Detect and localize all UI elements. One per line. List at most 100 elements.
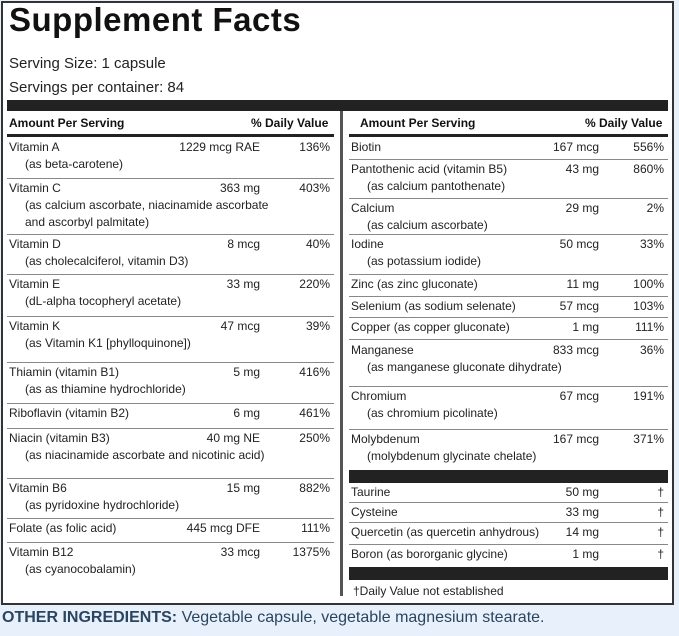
nutrient-amount: 1 mg	[572, 320, 599, 334]
row-separator	[349, 522, 668, 523]
nutrient-source: (as cholecalciferol, vitamin D3)	[25, 254, 189, 268]
nutrient-daily-value: 250%	[299, 431, 330, 445]
nutrient-source: (as calcium pantothenate)	[367, 179, 506, 193]
supplement-facts-panel: Supplement Facts Serving Size: 1 capsule…	[1, 1, 674, 605]
row-separator	[349, 386, 668, 387]
nutrient-source: (as beta-carotene)	[25, 157, 124, 171]
nutrient-name: Pantothenic acid (vitamin B5)	[351, 162, 508, 176]
nutrient-amount: 15 mg	[226, 481, 260, 495]
nutrient-name: Boron (as bororganic glycine)	[351, 547, 508, 561]
nutrient-source: (as cyanocobalamin)	[25, 562, 136, 576]
nutrient-daily-value: 40%	[305, 237, 330, 251]
nutrient-name: Thiamin (vitamin B1)	[9, 365, 120, 379]
nutrient-amount: 167 mcg	[552, 432, 599, 446]
nutrient-name: Iodine	[351, 237, 384, 251]
nutrient-name: Calcium	[351, 201, 395, 215]
nutrient-amount: 445 mcg DFE	[186, 521, 260, 535]
row-separator	[349, 502, 668, 503]
left-header-rule	[7, 134, 334, 137]
nutrient-amount: 1 mg	[572, 547, 599, 561]
nutrient-daily-value: 33%	[639, 237, 664, 251]
column-divider	[340, 111, 343, 596]
row-separator	[7, 478, 334, 479]
nutrient-amount: 5 mg	[233, 365, 260, 379]
row-separator	[7, 542, 334, 543]
servings-per-container: Servings per container: 84	[9, 79, 185, 96]
nutrient-amount: 6 mg	[233, 406, 260, 420]
nutrient-name: Vitamin C	[9, 181, 61, 195]
row-separator	[7, 518, 334, 519]
row-separator	[7, 178, 334, 179]
nutrient-daily-value: 39%	[305, 319, 330, 333]
nutrient-daily-value: 136%	[299, 140, 330, 154]
daily-value-footnote: †Daily Value not established	[353, 584, 504, 598]
left-dv-header: % Daily Value	[251, 116, 329, 130]
nutrient-name: Vitamin B12	[9, 545, 74, 559]
row-separator	[349, 317, 668, 318]
row-separator	[349, 544, 668, 545]
row-separator	[349, 339, 668, 340]
nutrient-name: Molybdenum	[351, 432, 420, 446]
nutrient-name: Taurine	[351, 485, 391, 499]
nutrient-source: (as calcium ascorbate)	[367, 218, 488, 232]
row-separator	[7, 403, 334, 404]
row-separator	[7, 316, 334, 317]
nutrient-name: Chromium	[351, 389, 407, 403]
right-bottom-divider	[349, 567, 668, 580]
right-mid-divider	[349, 470, 668, 483]
nutrient-daily-value: 1375%	[292, 545, 330, 559]
nutrient-name: Vitamin A	[9, 140, 60, 154]
nutrient-daily-value: †	[657, 547, 664, 561]
nutrient-source: (as niacinamide ascorbate and nicotinic …	[25, 448, 265, 462]
nutrient-amount: 33 mcg	[220, 545, 260, 559]
nutrient-daily-value: 403%	[299, 181, 330, 195]
nutrient-name: Copper (as copper gluconate)	[351, 320, 510, 334]
nutrient-amount: 363 mg	[219, 181, 260, 195]
nutrient-amount: 57 mcg	[559, 299, 599, 313]
nutrient-amount: 40 mg NE	[206, 431, 260, 445]
other-ingredients-text: Vegetable capsule, vegetable magnesium s…	[177, 609, 545, 626]
nutrient-amount: 8 mcg	[227, 237, 260, 251]
nutrient-name: Riboflavin (vitamin B2)	[9, 406, 130, 420]
nutrient-amount: 50 mg	[565, 485, 599, 499]
nutrient-source: (as manganese gluconate dihydrate)	[367, 360, 562, 374]
nutrient-amount: 833 mcg	[552, 343, 599, 357]
nutrient-name: Niacin (vitamin B3)	[9, 431, 110, 445]
nutrient-name: Manganese	[351, 343, 414, 357]
nutrient-daily-value: 2%	[646, 201, 664, 215]
nutrient-source: (dL-alpha tocopheryl acetate)	[25, 294, 182, 308]
nutrient-source: (as pyridoxine hydrochloride)	[25, 498, 180, 512]
nutrient-amount: 67 mcg	[559, 389, 599, 403]
nutrient-daily-value: 416%	[299, 365, 330, 379]
nutrient-amount: 1229 mcg RAE	[179, 140, 260, 154]
nutrient-daily-value: 220%	[299, 277, 330, 291]
nutrient-daily-value: 191%	[633, 389, 664, 403]
nutrient-amount: 47 mcg	[220, 319, 260, 333]
row-separator	[349, 234, 668, 235]
right-amount-header: Amount Per Serving	[360, 116, 476, 130]
nutrient-name: Cysteine	[351, 505, 398, 519]
nutrient-source: (as calcium ascorbate, niacinamide ascor…	[25, 198, 269, 212]
nutrient-source: (as chromium picolinate)	[367, 406, 498, 420]
nutrient-source: (molybdenum glycinate chelate)	[367, 449, 537, 463]
row-separator	[7, 234, 334, 235]
nutrient-name: Folate (as folic acid)	[9, 521, 117, 535]
thick-divider	[7, 100, 668, 111]
nutrient-amount: 33 mg	[565, 505, 599, 519]
nutrient-daily-value: †	[657, 525, 664, 539]
left-amount-header: Amount Per Serving	[9, 116, 125, 130]
right-dv-header: % Daily Value	[585, 116, 663, 130]
nutrient-name: Zinc (as zinc gluconate)	[351, 277, 478, 291]
nutrient-daily-value: 103%	[633, 299, 664, 313]
nutrient-daily-value: 111%	[635, 320, 664, 334]
nutrient-amount: 167 mcg	[552, 140, 599, 154]
right-header-rule	[349, 134, 668, 137]
nutrient-name: Vitamin D	[9, 237, 61, 251]
nutrient-name: Vitamin K	[9, 319, 61, 333]
nutrient-name: Selenium (as sodium selenate)	[351, 299, 516, 313]
row-separator	[7, 362, 334, 363]
nutrient-daily-value: 556%	[633, 140, 664, 154]
nutrient-amount: 29 mg	[565, 201, 599, 215]
nutrient-amount: 33 mg	[226, 277, 260, 291]
row-separator	[349, 198, 668, 199]
